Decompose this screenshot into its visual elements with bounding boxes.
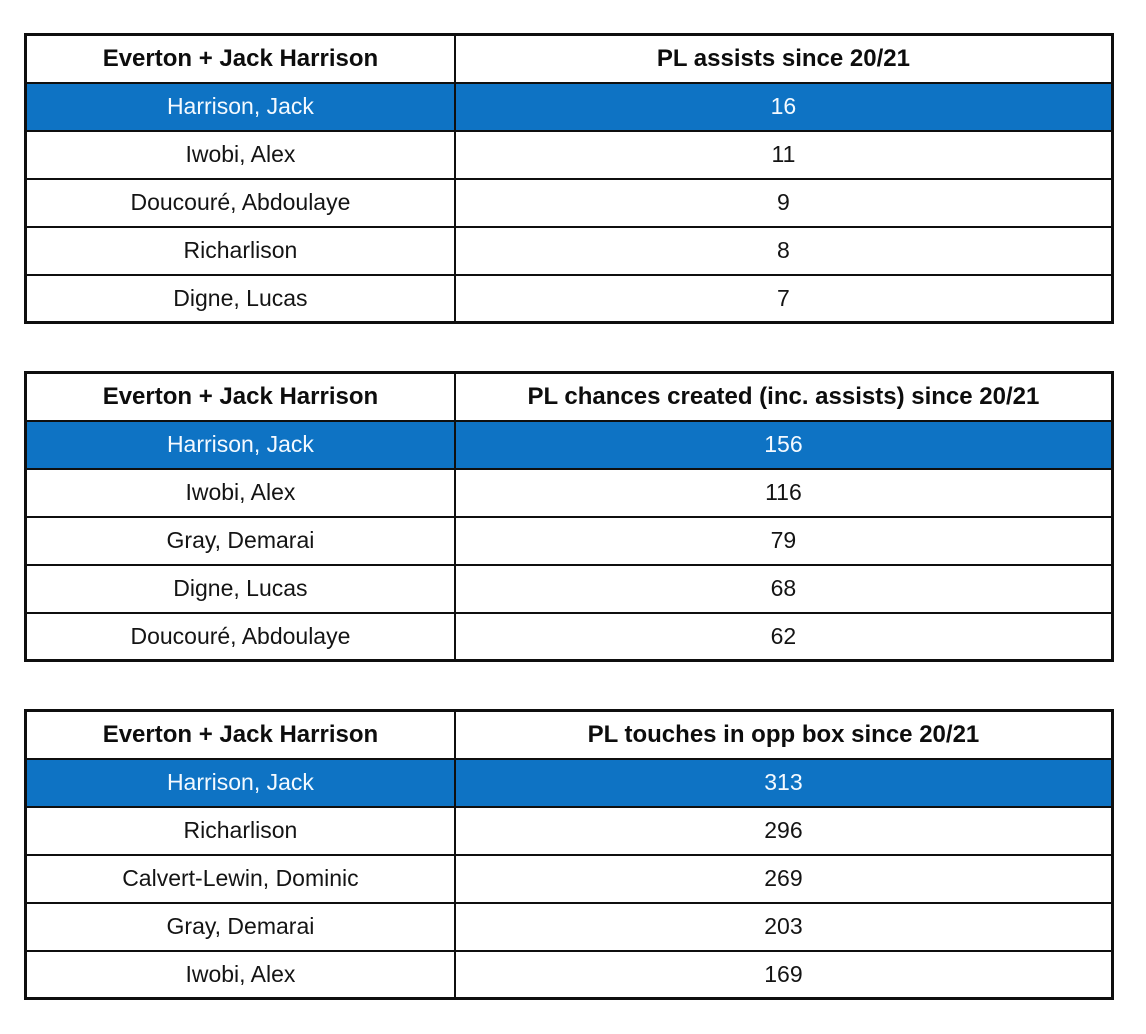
player-name-cell: Iwobi, Alex — [24, 467, 456, 518]
header-row: Everton + Jack Harrison PL assists since… — [24, 33, 1114, 84]
stat-value-cell: 68 — [453, 563, 1114, 614]
player-column-header: Everton + Jack Harrison — [24, 709, 456, 760]
player-column-header: Everton + Jack Harrison — [24, 371, 456, 422]
player-name-cell: Gray, Demarai — [24, 901, 456, 952]
player-name-cell: Harrison, Jack — [24, 757, 456, 808]
stat-value-cell: 169 — [453, 949, 1114, 1000]
stat-table: Everton + Jack Harrison PL chances creat… — [24, 371, 1114, 662]
stat-value-cell: 7 — [453, 273, 1114, 324]
table-row: Digne, Lucas 7 — [24, 273, 1114, 324]
player-name-cell: Harrison, Jack — [24, 419, 456, 470]
table-row: Doucouré, Abdoulaye 62 — [24, 611, 1114, 662]
stat-column-header: PL assists since 20/21 — [453, 33, 1114, 84]
player-name-cell: Digne, Lucas — [24, 563, 456, 614]
stat-value-cell: 156 — [453, 419, 1114, 470]
player-name-cell: Digne, Lucas — [24, 273, 456, 324]
stat-value-cell: 269 — [453, 853, 1114, 904]
player-name-cell: Harrison, Jack — [24, 81, 456, 132]
table-row: Harrison, Jack 156 — [24, 419, 1114, 470]
stat-column-header: PL touches in opp box since 20/21 — [453, 709, 1114, 760]
table-row: Digne, Lucas 68 — [24, 563, 1114, 614]
stat-table: Everton + Jack Harrison PL assists since… — [24, 33, 1114, 324]
table-row: Iwobi, Alex 116 — [24, 467, 1114, 518]
table-row: Richarlison 296 — [24, 805, 1114, 856]
tables-container: Everton + Jack Harrison PL assists since… — [24, 33, 1114, 1000]
header-row: Everton + Jack Harrison PL touches in op… — [24, 709, 1114, 760]
stat-value-cell: 9 — [453, 177, 1114, 228]
player-name-cell: Richarlison — [24, 225, 456, 276]
player-name-cell: Doucouré, Abdoulaye — [24, 177, 456, 228]
stat-column-header: PL chances created (inc. assists) since … — [453, 371, 1114, 422]
table-row: Iwobi, Alex 169 — [24, 949, 1114, 1000]
stat-value-cell: 8 — [453, 225, 1114, 276]
stat-value-cell: 62 — [453, 611, 1114, 662]
table-row: Richarlison 8 — [24, 225, 1114, 276]
table-row: Iwobi, Alex 11 — [24, 129, 1114, 180]
table-row: Gray, Demarai 79 — [24, 515, 1114, 566]
player-name-cell: Gray, Demarai — [24, 515, 456, 566]
header-row: Everton + Jack Harrison PL chances creat… — [24, 371, 1114, 422]
stat-value-cell: 296 — [453, 805, 1114, 856]
stat-value-cell: 11 — [453, 129, 1114, 180]
player-name-cell: Richarlison — [24, 805, 456, 856]
stat-table: Everton + Jack Harrison PL touches in op… — [24, 709, 1114, 1000]
player-name-cell: Iwobi, Alex — [24, 949, 456, 1000]
table-row: Doucouré, Abdoulaye 9 — [24, 177, 1114, 228]
stat-value-cell: 116 — [453, 467, 1114, 518]
player-column-header: Everton + Jack Harrison — [24, 33, 456, 84]
player-name-cell: Calvert-Lewin, Dominic — [24, 853, 456, 904]
table-row: Calvert-Lewin, Dominic 269 — [24, 853, 1114, 904]
player-name-cell: Iwobi, Alex — [24, 129, 456, 180]
stat-value-cell: 203 — [453, 901, 1114, 952]
player-name-cell: Doucouré, Abdoulaye — [24, 611, 456, 662]
table-row: Harrison, Jack 313 — [24, 757, 1114, 808]
table-row: Harrison, Jack 16 — [24, 81, 1114, 132]
stat-value-cell: 16 — [453, 81, 1114, 132]
stat-value-cell: 79 — [453, 515, 1114, 566]
stat-value-cell: 313 — [453, 757, 1114, 808]
table-row: Gray, Demarai 203 — [24, 901, 1114, 952]
